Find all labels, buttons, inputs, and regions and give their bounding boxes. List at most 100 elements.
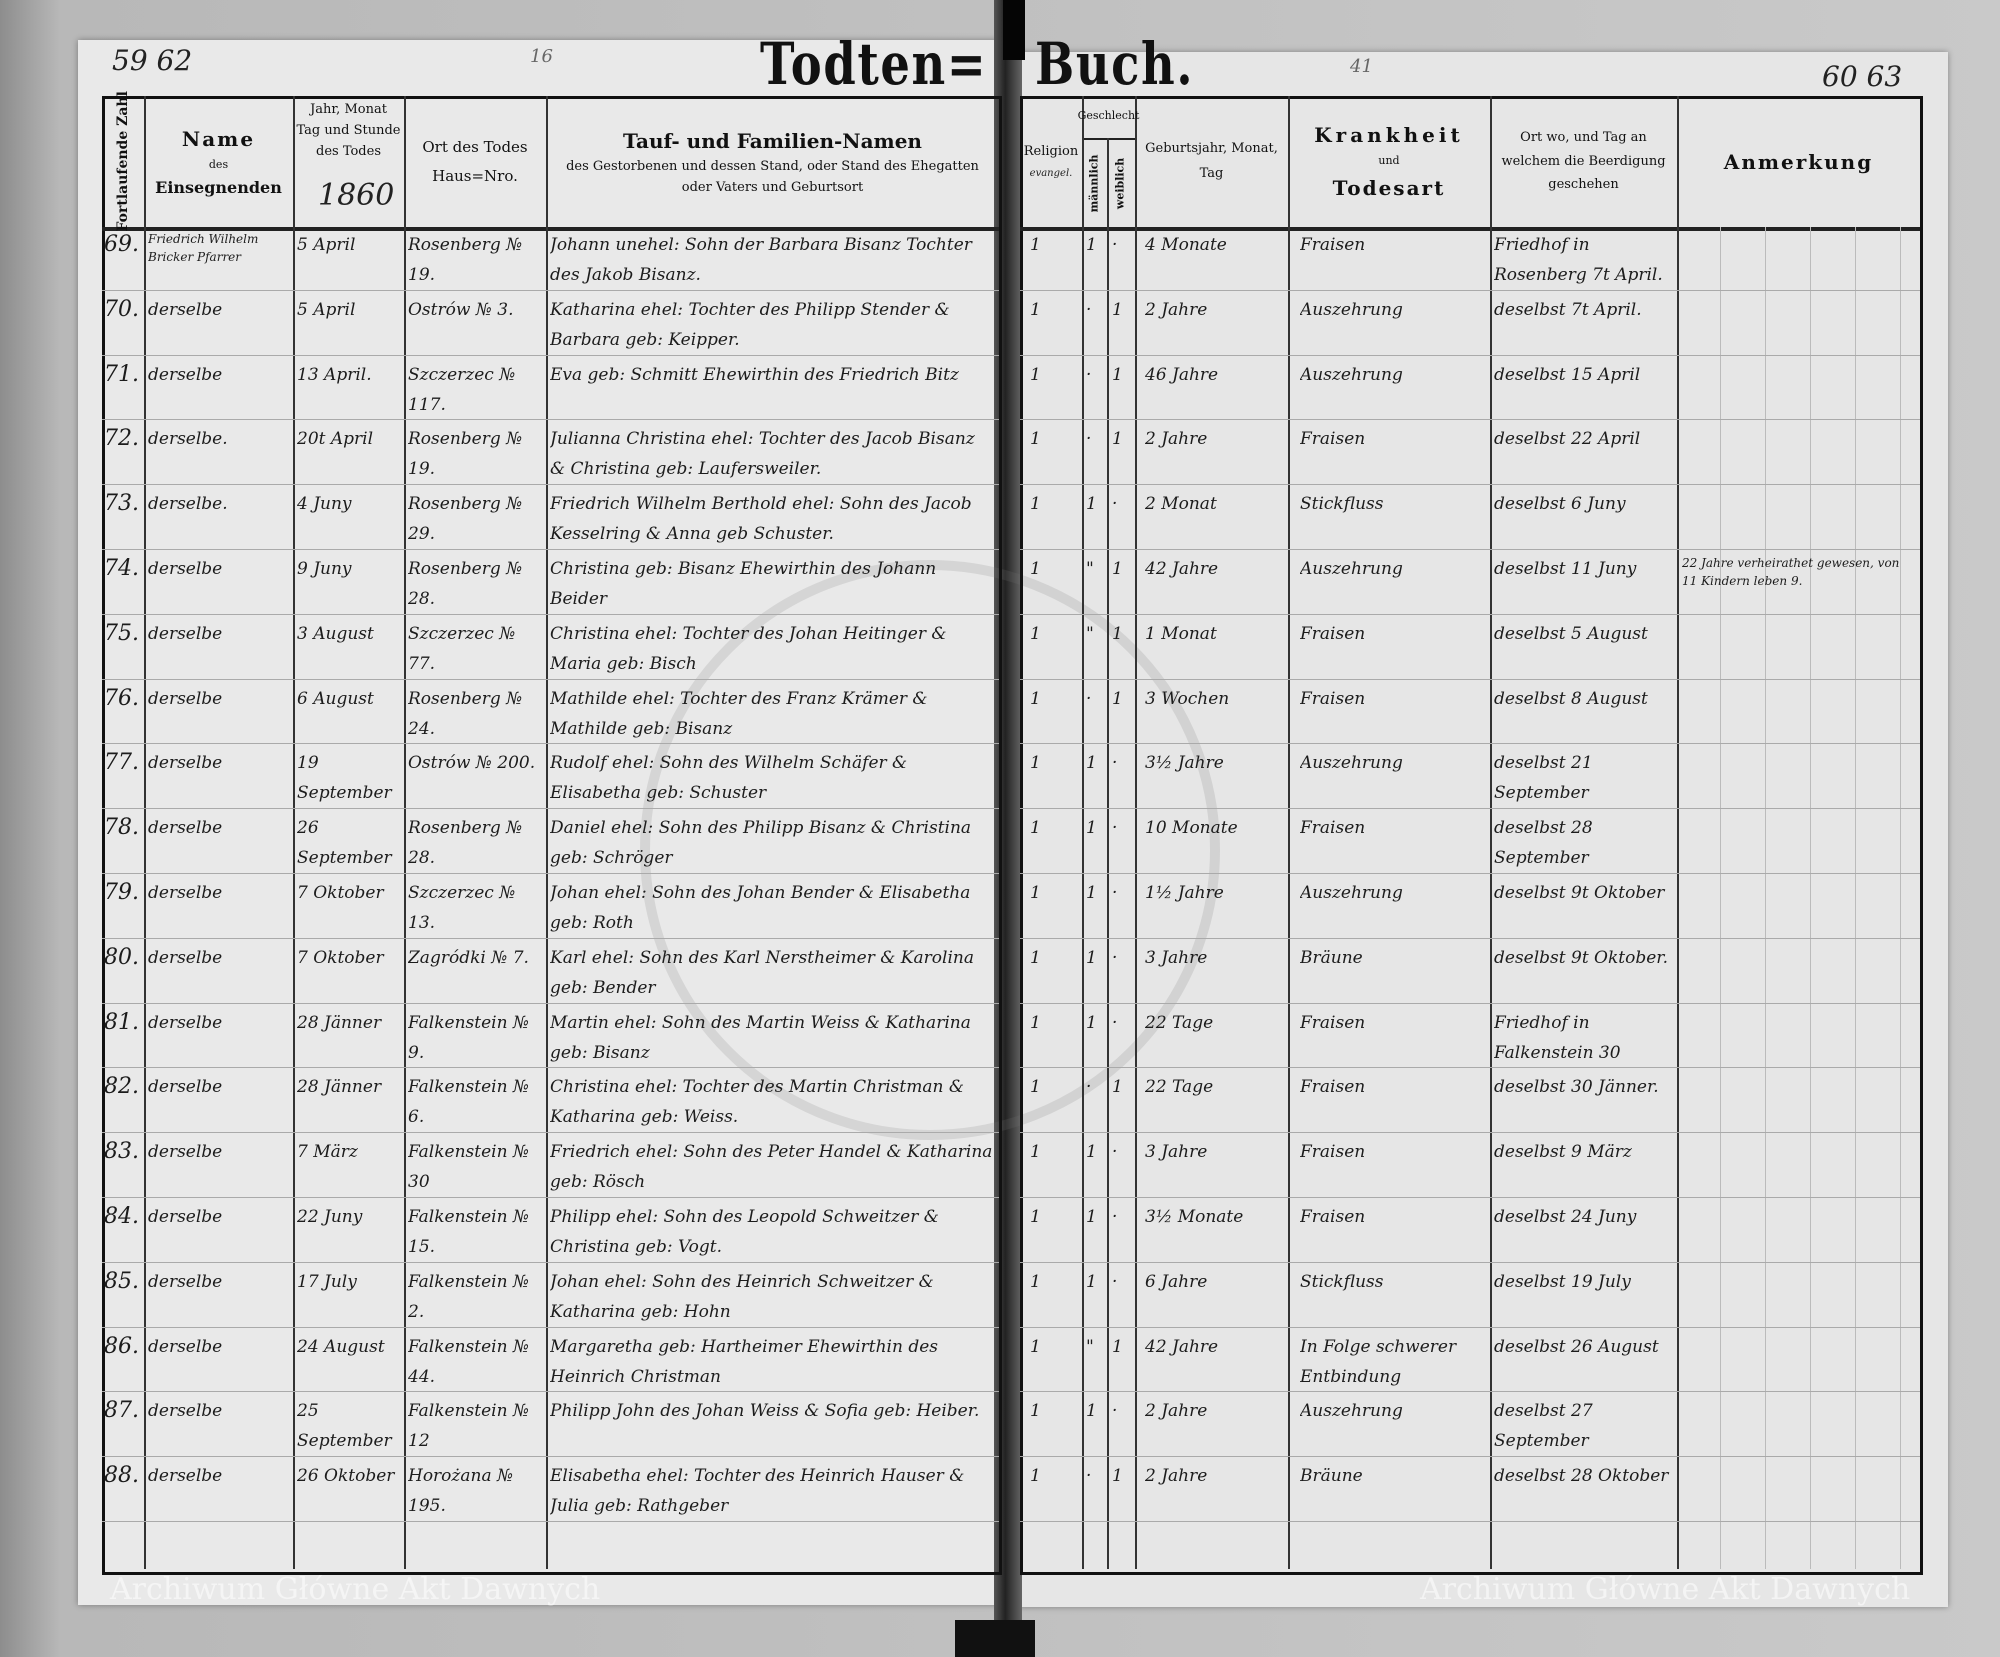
cell-death-place: Falkenstein № 9.: [408, 1012, 530, 1063]
cell-remark: [1682, 1137, 1918, 1199]
header-sex-label: Geschlecht: [1077, 109, 1140, 123]
cell-female-mark: 1: [1112, 688, 1123, 709]
cell-cause-of-death: Fraisen: [1300, 429, 1366, 450]
cell-officiant: derselbe: [148, 1401, 223, 1422]
cell-cause-of-death: Fraisen: [1300, 623, 1366, 644]
left-table-border: [102, 96, 1002, 1575]
header-religion-label: Religion: [1023, 143, 1079, 159]
header-male: männlich: [1082, 140, 1107, 227]
cell-female-mark: 1: [1112, 559, 1123, 579]
cell-death-place: Rosenberg № 28.: [408, 818, 523, 869]
cell-officiant: derselbe: [148, 1466, 223, 1487]
cell-remark: [1682, 295, 1918, 357]
row-rule: [1020, 678, 1920, 680]
cell-deceased-names: Johan ehel: Sohn des Heinrich Schweitzer…: [550, 1271, 934, 1322]
cell-row-number: 72.: [104, 426, 139, 452]
cell-male-mark: ·: [1086, 1466, 1092, 1487]
cell-female-mark: ·: [1112, 1401, 1118, 1422]
cell-officiant: derselbe: [148, 1142, 223, 1163]
cell-burial: deselbst 28 Oktober: [1494, 1466, 1669, 1487]
cell-male-mark: ": [1086, 1336, 1094, 1357]
cell-male-mark: ": [1086, 623, 1094, 644]
cell-female-mark: 1: [1112, 1077, 1123, 1098]
cell-deceased-names: Christina ehel: Tochter des Johan Heitin…: [550, 623, 947, 674]
row-rule: [102, 873, 999, 874]
cell-male-mark: 1: [1086, 947, 1097, 968]
header-remarks: Anmerkung: [1677, 96, 1920, 227]
cell-remark: [1682, 1072, 1918, 1134]
row-rule: [1020, 1132, 1920, 1134]
cell-burial: deselbst 8 August: [1494, 688, 1648, 709]
cell-remark: [1682, 1267, 1918, 1329]
cell-cause-of-death: Stickfluss: [1300, 494, 1384, 515]
cell-religion: 1: [1030, 429, 1041, 450]
cell-male-mark: ·: [1086, 1077, 1092, 1098]
cell-age: 10 Monate: [1145, 818, 1238, 839]
row-rule: [1020, 613, 1920, 615]
header-male-label: männlich: [1087, 154, 1101, 213]
row-rule: [1020, 1391, 1920, 1393]
faint-grid-line: [1765, 227, 1766, 1569]
cell-row-number: 74.: [104, 556, 139, 581]
cell-remark: [1682, 1396, 1918, 1458]
cell-religion: 1: [1030, 753, 1041, 774]
cell-burial: Friedhof in Rosenberg 7t April.: [1494, 235, 1663, 285]
cell-deceased-names: Elisabetha ehel: Tochter des Heinrich Ha…: [550, 1466, 965, 1517]
cell-deceased-names: Johann unehel: Sohn der Barbara Bisanz T…: [550, 235, 972, 285]
cell-death-date: 17 July: [297, 1271, 357, 1292]
header-birth: Geburtsjahr, Monat, Tag: [1135, 96, 1288, 227]
cell-row-number: 82.: [104, 1074, 139, 1100]
row-rule: [1020, 549, 1920, 550]
cell-death-date: 4 Juny: [297, 494, 352, 515]
watermark-bottom: Archiwum Główne Akt Dawnych: [110, 1572, 601, 1607]
cell-age: 42 Jahre: [1145, 559, 1219, 579]
cell-remark: [1682, 360, 1918, 422]
header-date-line2: Tag und Stunde: [296, 122, 401, 138]
cell-row-number: 70.: [104, 296, 139, 322]
right-header-rule: [1020, 227, 1920, 231]
cell-religion: 1: [1030, 1077, 1041, 1098]
header-religion: Religion evangel.: [1020, 96, 1082, 227]
page-number-right: 60 63: [1822, 60, 1903, 93]
cell-death-date: 20t April: [297, 429, 374, 450]
cell-male-mark: ·: [1086, 364, 1092, 385]
header-place-line1: Ort des Todes: [422, 138, 528, 156]
cell-cause-of-death: In Folge schwerer Entbindung: [1300, 1336, 1457, 1387]
cell-male-mark: 1: [1086, 818, 1097, 839]
header-female-label: weiblich: [1113, 157, 1127, 210]
cell-death-place: Ostrów № 200.: [408, 753, 536, 774]
cell-death-date: 3 August: [297, 623, 374, 644]
cell-officiant: derselbe: [148, 299, 223, 320]
archive-stamp: [640, 560, 1220, 1140]
cell-religion: 1: [1030, 1012, 1041, 1033]
row-rule: [1020, 354, 1920, 356]
cell-female-mark: 1: [1112, 1466, 1123, 1487]
cell-burial: deselbst 21 September: [1494, 753, 1593, 804]
cell-death-place: Falkenstein № 15.: [408, 1207, 530, 1257]
cell-religion: 1: [1030, 818, 1041, 839]
cell-female-mark: ·: [1112, 883, 1118, 903]
header-officiant: Name des Einsegnenden: [144, 96, 293, 227]
cell-burial: deselbst 26 August: [1494, 1336, 1659, 1357]
cell-death-date: 19 September: [297, 753, 392, 804]
binding-clip-bottom: [955, 1620, 1035, 1657]
cell-religion: 1: [1030, 1271, 1041, 1292]
column-divider: [1135, 96, 1137, 1569]
cell-death-date: 7 Oktober: [297, 883, 384, 903]
row-rule: [1020, 808, 1920, 810]
cell-religion: 1: [1030, 559, 1041, 579]
cell-death-date: 5 April: [297, 299, 356, 320]
cell-age: 2 Jahre: [1145, 1466, 1208, 1487]
header-place-line2: Haus=Nro.: [432, 166, 518, 185]
title-left: Todten=: [760, 30, 988, 98]
cell-death-place: Rosenberg № 19.: [408, 235, 523, 285]
row-rule: [102, 484, 999, 486]
cell-deceased-names: Margaretha geb: Hartheimer Ehewirthin de…: [550, 1336, 938, 1387]
faint-grid-line: [1900, 227, 1901, 1569]
header-officiant-line3: Einsegnenden: [155, 178, 282, 198]
cell-remark: [1682, 748, 1918, 810]
cell-death-date: 13 April.: [297, 364, 372, 385]
pencil-mark-right: 41: [1350, 56, 1373, 77]
row-rule: [1020, 289, 1920, 291]
cell-burial: deselbst 15 April: [1494, 364, 1641, 385]
